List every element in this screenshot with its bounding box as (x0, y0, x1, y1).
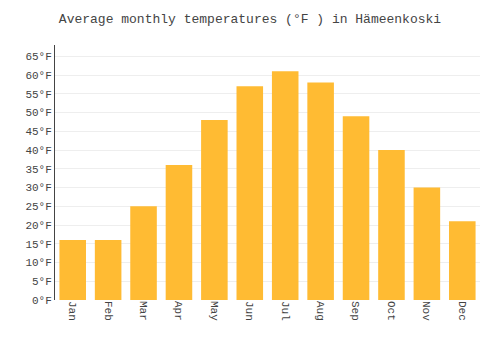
svg-text:35°F: 35°F (25, 164, 51, 176)
svg-text:0°F: 0°F (32, 295, 52, 307)
svg-text:Nov: Nov (420, 301, 432, 321)
svg-text:65°F: 65°F (25, 51, 51, 63)
svg-text:Jul: Jul (279, 301, 291, 321)
svg-text:30°F: 30°F (25, 182, 51, 194)
svg-text:Jan: Jan (66, 301, 78, 321)
svg-text:40°F: 40°F (25, 145, 51, 157)
svg-text:May: May (208, 301, 220, 321)
svg-text:15°F: 15°F (25, 239, 51, 251)
svg-text:50°F: 50°F (25, 107, 51, 119)
svg-text:45°F: 45°F (25, 126, 51, 138)
svg-text:10°F: 10°F (25, 257, 51, 269)
svg-text:20°F: 20°F (25, 220, 51, 232)
svg-text:Mar: Mar (137, 301, 149, 321)
svg-text:Aug: Aug (314, 301, 326, 321)
svg-text:Feb: Feb (102, 301, 114, 321)
svg-text:Sep: Sep (349, 301, 361, 321)
svg-text:Dec: Dec (456, 301, 468, 321)
svg-text:Apr: Apr (172, 301, 184, 321)
svg-text:Average monthly temperatures (: Average monthly temperatures (°F ) in Hä… (59, 12, 441, 27)
svg-text:Oct: Oct (385, 301, 397, 321)
svg-text:25°F: 25°F (25, 201, 51, 213)
svg-text:5°F: 5°F (32, 276, 52, 288)
svg-text:Jun: Jun (243, 301, 255, 321)
svg-text:55°F: 55°F (25, 89, 51, 101)
svg-text:60°F: 60°F (25, 70, 51, 82)
